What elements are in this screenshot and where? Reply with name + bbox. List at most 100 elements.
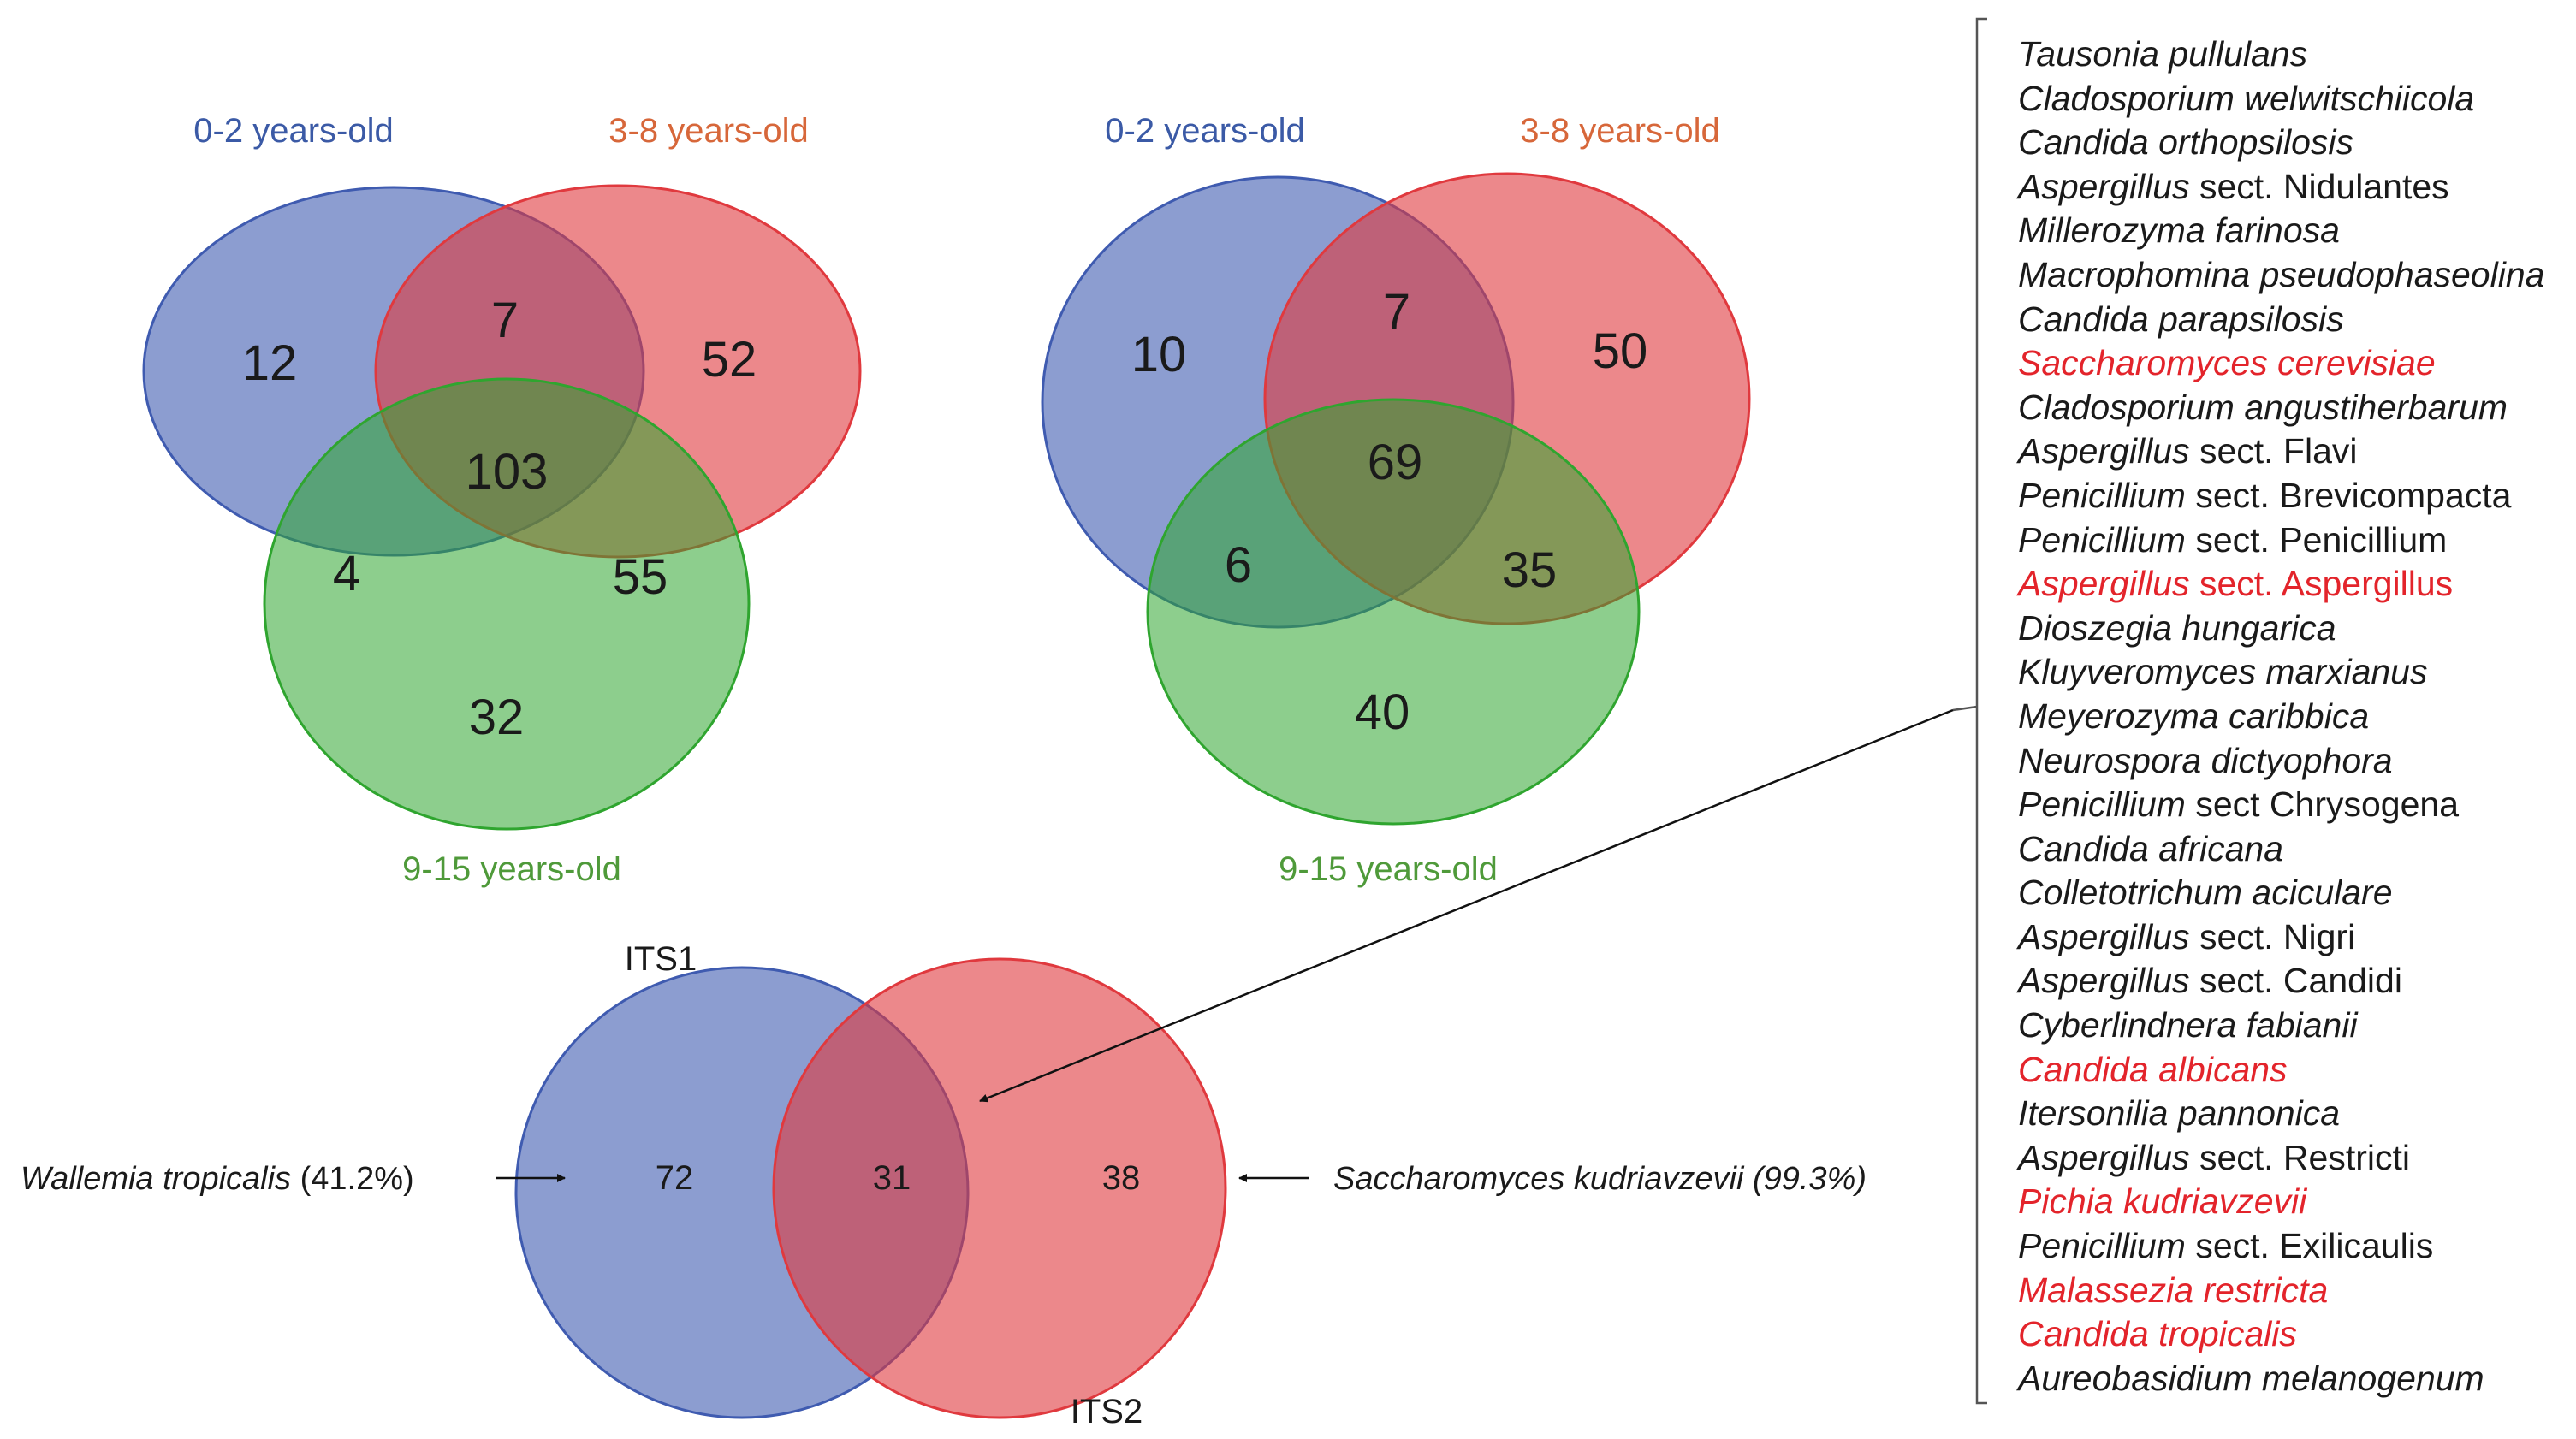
species-name: Cladosporium angustiherbarum: [2018, 387, 2508, 427]
species-item: Kluyveromyces marxianus: [2018, 650, 2544, 695]
venn-bottom-label-its2: ITS2: [1071, 1393, 1143, 1430]
species-section: sect. Brevicompacta: [2185, 475, 2512, 515]
venn-right-label-c: 9-15 years-old: [1279, 850, 1498, 888]
venn-left-count-c-only: 32: [469, 690, 525, 745]
species-name: Saccharomyces cerevisiae: [2018, 343, 2436, 383]
species-name: Candida parapsilosis: [2018, 299, 2344, 339]
venn-right-label-b: 3-8 years-old: [1520, 112, 1719, 150]
venn-bottom-count-its1-only: 72: [656, 1159, 694, 1197]
species-name: Penicillium: [2018, 475, 2186, 515]
venn-right-count-b-only: 50: [1593, 323, 1648, 379]
species-item: Penicillium sect. Brevicompacta: [2018, 474, 2544, 518]
species-name: Aspergillus: [2018, 1137, 2190, 1177]
bracket-tick: [1952, 705, 1978, 712]
left-annotation: Wallemia tropicalis (41.2%): [21, 1161, 414, 1197]
species-item: Tausonia pullulans: [2018, 33, 2544, 77]
species-item: Dioszegia hungarica: [2018, 607, 2544, 651]
species-name: Candida tropicalis: [2018, 1314, 2297, 1354]
species-item: Candida orthopsilosis: [2018, 121, 2544, 165]
species-item: Candida parapsilosis: [2018, 298, 2544, 342]
species-name: Aspergillus: [2018, 916, 2190, 956]
species-item: Aspergillus sect. Candidi: [2018, 959, 2544, 1004]
species-name: Candida orthopsilosis: [2018, 122, 2354, 163]
species-item: Penicillium sect. Exilicaulis: [2018, 1224, 2544, 1269]
venn-bottom-count-its2-only: 38: [1102, 1159, 1141, 1197]
species-section: sect. Aspergillus: [2189, 564, 2454, 604]
species-section: sect. Penicillium: [2185, 519, 2448, 560]
species-name: Aspergillus: [2018, 564, 2190, 604]
species-item: Aureobasidium melanogenum: [2018, 1357, 2544, 1401]
species-name: Aureobasidium melanogenum: [2018, 1358, 2484, 1398]
left-annotation-species: Wallemia tropicalis: [21, 1161, 291, 1197]
venn-bottom: ITS1 ITS2 72 31 38 Wallemia tropicalis (…: [21, 940, 1867, 1430]
species-name: Malassezia restricta: [2018, 1270, 2329, 1310]
venn-left: 0-2 years-old 3-8 years-old 9-15 years-o…: [142, 112, 862, 888]
venn-bottom-circle-its2: [772, 957, 1227, 1419]
venn-right-circle-c: [1146, 398, 1641, 826]
species-item: Aspergillus sect. Nidulantes: [2018, 165, 2544, 210]
species-item: Aspergillus sect. Aspergillus: [2018, 562, 2544, 607]
species-item: Cladosporium welwitschiicola: [2018, 77, 2544, 121]
species-section: sect Chrysogena: [2185, 785, 2460, 825]
right-annotation: Saccharomyces kudriavzevii (99.3%): [1333, 1161, 1867, 1197]
venn-left-count-ab: 7: [491, 293, 519, 348]
species-item: Penicillium sect. Penicillium: [2018, 518, 2544, 563]
venn-left-label-c: 9-15 years-old: [402, 850, 621, 888]
species-list: Tausonia pullulans Cladosporium welwitsch…: [2018, 33, 2544, 1401]
species-item: Colletotrichum aciculare: [2018, 871, 2544, 915]
species-item: Candida africana: [2018, 827, 2544, 872]
venn-right-count-a-only: 10: [1131, 327, 1187, 382]
venn-right-count-c-only: 40: [1355, 684, 1410, 740]
venn-right-count-abc: 69: [1368, 435, 1423, 490]
species-name: Neurospora dictyophora: [2018, 740, 2393, 780]
species-name: Candida albicans: [2018, 1049, 2288, 1089]
venn-left-label-b: 3-8 years-old: [608, 112, 808, 150]
venn-left-count-bc: 55: [613, 549, 668, 605]
venn-right: 0-2 years-old 3-8 years-old 9-15 years-o…: [1041, 112, 1751, 888]
venn-bottom-label-its1: ITS1: [625, 940, 697, 978]
species-name: Aspergillus: [2018, 961, 2190, 1001]
species-item: Cyberlindnera fabianii: [2018, 1004, 2544, 1048]
species-section: sect. Candidi: [2189, 961, 2402, 1001]
venn-left-count-b-only: 52: [702, 332, 757, 388]
venn-left-count-a-only: 12: [242, 335, 298, 391]
species-item: Macrophomina pseudophaseolina: [2018, 253, 2544, 298]
venn-left-count-ac: 4: [333, 546, 360, 601]
species-item: Saccharomyces cerevisiae: [2018, 341, 2544, 386]
species-name: Meyerozyma caribbica: [2018, 696, 2370, 736]
species-item: Candida albicans: [2018, 1048, 2544, 1093]
species-name: Macrophomina pseudophaseolina: [2018, 254, 2545, 294]
species-item: Meyerozyma caribbica: [2018, 695, 2544, 739]
venn-right-label-a: 0-2 years-old: [1105, 112, 1304, 150]
species-name: Kluyveromyces marxianus: [2018, 652, 2428, 692]
species-name: Itersonilia pannonica: [2018, 1093, 2341, 1134]
left-annotation-pct: (41.2%): [291, 1161, 414, 1197]
venn-left-circle-c: [263, 377, 751, 831]
species-item: Neurospora dictyophora: [2018, 739, 2544, 784]
species-item: Candida tropicalis: [2018, 1312, 2544, 1357]
species-name: Dioszegia hungarica: [2018, 607, 2336, 648]
species-name: Penicillium: [2018, 1226, 2186, 1266]
species-name: Tausonia pullulans: [2018, 34, 2308, 74]
venn-right-count-ab: 7: [1383, 284, 1410, 340]
pointer-arrow: [979, 708, 1954, 1103]
species-item: Cladosporium angustiherbarum: [2018, 386, 2544, 430]
species-item: Itersonilia pannonica: [2018, 1092, 2544, 1136]
species-section: sect. Exilicaulis: [2185, 1226, 2434, 1266]
species-item: Aspergillus sect. Nigri: [2018, 915, 2544, 960]
venn-right-count-bc: 35: [1502, 542, 1558, 598]
species-item: Aspergillus sect. Flavi: [2018, 429, 2544, 474]
species-name: Aspergillus: [2018, 166, 2190, 206]
species-section: sect. Flavi: [2189, 431, 2358, 471]
species-item: Pichia kudriavzevii: [2018, 1180, 2544, 1224]
species-bracket: [1975, 17, 1987, 1405]
species-name: Cyberlindnera fabianii: [2018, 1005, 2358, 1045]
venn-bottom-count-shared: 31: [873, 1159, 911, 1197]
species-name: Pichia kudriavzevii: [2018, 1181, 2307, 1222]
venn-left-label-a: 0-2 years-old: [193, 112, 393, 150]
species-name: Colletotrichum aciculare: [2018, 873, 2393, 913]
species-section: sect. Restricti: [2189, 1137, 2410, 1177]
species-name: Millerozyma farinosa: [2018, 210, 2340, 251]
species-item: Penicillium sect Chrysogena: [2018, 783, 2544, 827]
